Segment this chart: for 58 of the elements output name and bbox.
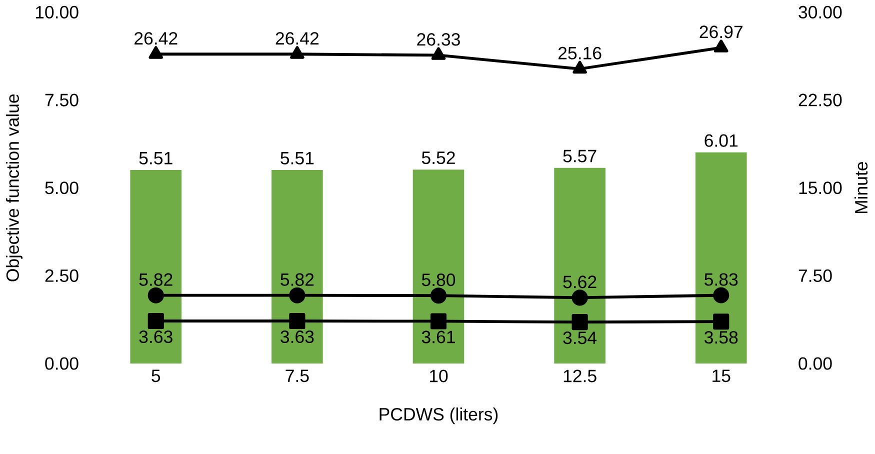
x-tick-label: 5 bbox=[152, 370, 160, 382]
x-tick-label: 15 bbox=[712, 370, 730, 382]
x-tick-label: 7.5 bbox=[286, 370, 309, 382]
data-label: 3.63 bbox=[280, 330, 314, 343]
x-tick-label: 10 bbox=[430, 370, 448, 382]
data-label: 5.82 bbox=[280, 273, 314, 286]
y2-tick-label: 7.50 bbox=[798, 269, 832, 282]
y2-axis-title: Minute bbox=[854, 162, 868, 213]
y2-tick-label: 30.00 bbox=[798, 6, 842, 18]
bar bbox=[130, 170, 182, 364]
point bbox=[431, 47, 446, 60]
y-tick-label: 0.00 bbox=[45, 357, 78, 370]
point bbox=[713, 313, 730, 330]
point bbox=[148, 287, 164, 304]
point bbox=[430, 287, 447, 304]
y-tick-label: 2.50 bbox=[45, 269, 78, 282]
bar bbox=[412, 169, 464, 364]
data-label: 26.97 bbox=[700, 26, 742, 38]
point bbox=[572, 314, 588, 330]
data-label: 5.83 bbox=[704, 273, 738, 286]
data-label: 5.57 bbox=[563, 150, 596, 162]
bar bbox=[272, 170, 323, 364]
data-label: 5.62 bbox=[563, 276, 596, 288]
data-label: 5.51 bbox=[139, 152, 172, 164]
data-label: 3.61 bbox=[422, 330, 455, 344]
point bbox=[289, 287, 306, 304]
point bbox=[430, 313, 447, 330]
point bbox=[148, 312, 164, 329]
y-tick-label: 5.00 bbox=[45, 181, 78, 194]
point bbox=[572, 290, 588, 306]
point bbox=[713, 287, 730, 304]
y-tick-label: 7.50 bbox=[45, 94, 78, 106]
y-axis-title: Objective function value bbox=[6, 94, 22, 282]
data-label: 5.82 bbox=[139, 273, 172, 286]
data-label: 26.42 bbox=[134, 32, 178, 45]
y2-tick-label: 0.00 bbox=[798, 357, 832, 370]
point bbox=[572, 60, 587, 74]
data-label: 26.33 bbox=[417, 32, 460, 46]
data-label: 3.58 bbox=[704, 330, 738, 344]
data-label: 3.54 bbox=[563, 331, 597, 344]
bar bbox=[554, 168, 606, 364]
bar bbox=[695, 152, 747, 364]
point bbox=[289, 312, 306, 329]
data-label: 5.52 bbox=[422, 151, 455, 164]
data-label: 5.80 bbox=[422, 273, 456, 286]
point bbox=[714, 40, 728, 52]
y-tick-label: 10.00 bbox=[36, 6, 78, 18]
point bbox=[290, 46, 304, 59]
point bbox=[148, 46, 164, 59]
data-label: 26.42 bbox=[276, 32, 319, 45]
data-label: 5.51 bbox=[280, 152, 314, 164]
x-axis-title: PCDWS (liters) bbox=[380, 407, 498, 424]
data-label: 3.63 bbox=[139, 330, 172, 343]
y2-tick-label: 22.50 bbox=[798, 94, 842, 106]
x-tick-label: 12.5 bbox=[564, 370, 596, 382]
data-label: 25.16 bbox=[558, 46, 602, 60]
y2-tick-label: 15.00 bbox=[799, 181, 842, 194]
data-label: 6.01 bbox=[704, 134, 738, 147]
